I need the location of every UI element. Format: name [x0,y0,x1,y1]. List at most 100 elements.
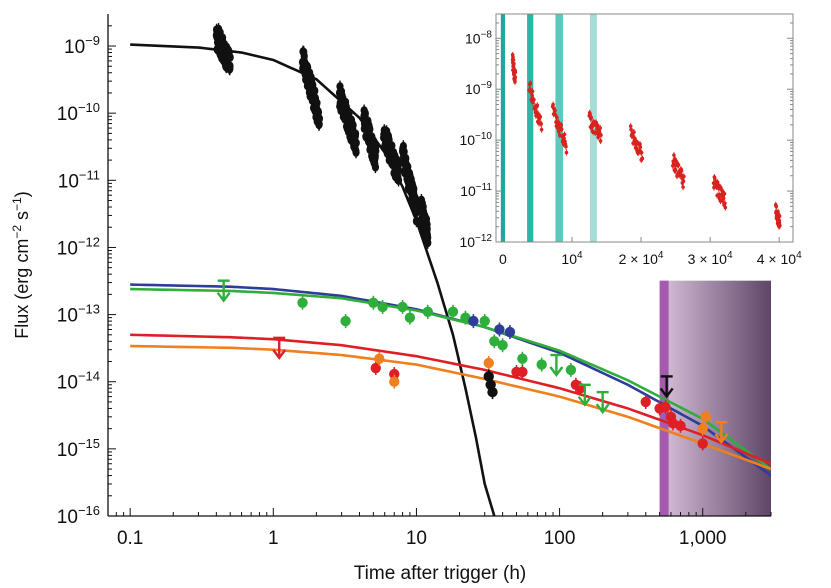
inset-data-point [512,61,516,66]
tick-base: 10 [459,234,475,250]
red-data-point [675,420,686,432]
xray-point [424,238,432,248]
green-data-point [517,353,528,364]
tick-exponent: −11 [476,182,493,193]
main-x-tick-label: 1,000 [679,528,727,549]
inset-data-point [562,132,567,137]
inset-data-point [553,108,557,113]
main-x-tick-labels: 0.1 1 10 100 1,000 [117,528,727,549]
green-data-point [497,339,508,351]
upper-limit-arrowhead [549,366,564,378]
tick-base: 4 × 10 [757,251,797,267]
inset-data-point [530,93,534,98]
green-data-point [565,364,577,376]
y-axis-label: Flux (erg cm−2 s−1) [10,191,32,338]
model-curve-orange-model [130,344,771,471]
upper-limit-arrowhead [577,396,592,407]
inset-band [500,14,505,242]
upper-limit-arrowhead [595,403,610,415]
orange-data-point [374,353,385,364]
upper-limit-arrowhead [216,291,231,303]
main-x-tick-label: 100 [544,528,576,549]
upper-limit-arrowhead [714,433,729,445]
inset-y-tick-label: 10−10 [459,131,492,148]
inset-data-point [589,115,594,120]
green-data-point [489,336,500,347]
inset-data-point [538,114,543,119]
red-data-point [697,438,708,449]
xray-point [313,98,321,108]
inset-data-point [639,150,644,155]
tick-exponent: −14 [78,369,100,384]
shaded-region-fill [659,280,771,516]
tick-base: 10 [57,373,78,394]
inset-data-point [640,156,645,161]
xray-point [410,184,418,194]
green-data-point [340,315,351,327]
blue-data-point [504,326,516,338]
blue-data-point [494,324,505,335]
xray-point [371,162,380,172]
upper-limit-arrowhead [272,349,287,360]
inset-data-point [564,144,568,149]
green-data-point [368,297,379,308]
inset-data-point [598,126,602,130]
inset-x-tick-label: 2 × 104 [619,250,664,267]
green-data-point [297,297,308,308]
inset-data-point [632,130,636,134]
orange-data-point [700,411,711,423]
inset-data-point [676,163,681,167]
inset-axes [495,13,794,243]
tick-base: 10 [561,251,577,267]
inset-band [527,14,534,242]
xray-point [226,61,234,71]
inset-data-point [634,139,639,144]
inset-data-point [539,122,543,126]
tick-base: 10 [465,30,481,46]
y-axis-label-sup1: −2 [10,225,24,239]
inset-data-point [599,133,603,137]
model-curve-red-model [130,333,771,465]
inset-background [452,4,810,279]
inset-frame [495,13,794,243]
inset-data-point [721,196,726,201]
tick-exponent: 4 [658,250,664,261]
tick-base: 10 [465,81,481,97]
main-y-tick-label: 10−9 [64,33,100,58]
inset-data-point [673,167,678,172]
y-axis-label-end: ) [12,191,32,197]
green-data-point [397,301,408,313]
xray-point [372,146,380,156]
tick-base: 10 [460,183,476,199]
inset-data-point [513,70,518,75]
inset-data-point [564,150,569,155]
tick-base: 2 × 10 [619,251,659,267]
tick-base: 10 [57,507,78,528]
main-y-tick-label: 10−16 [57,503,100,528]
inset-data-point [598,139,603,143]
main-plot: 0.1 1 10 100 1,000 10−910−1010−1110−1210−131… [10,14,772,584]
red-data-point [640,396,651,408]
xray-point [394,165,402,174]
late-time-shaded-region [659,280,771,516]
green-data-point [536,359,547,370]
green-data-point [460,312,471,323]
inset-data-point [539,127,544,132]
inset-plot: 0 104 2 × 104 3 × 104 4 × 104 10−810−910−101… [452,4,810,279]
tick-exponent: −8 [481,29,493,40]
inset-data-point [528,81,533,86]
inset-data-point [556,120,561,124]
inset-y-tick-label: 10−8 [465,29,492,46]
inset-data-point [555,115,559,120]
afterglow-data-points [297,295,711,451]
xray-point [352,138,360,148]
tick-exponent: 4 [577,250,583,261]
tick-base: 10 [64,37,85,58]
main-y-tick-label: 10−11 [58,167,100,192]
inset-data-point [629,127,633,132]
model-curve-x-ray-model [130,43,496,516]
inset-data-point [778,223,782,228]
inset-y-tick-label: 10−11 [460,182,492,199]
